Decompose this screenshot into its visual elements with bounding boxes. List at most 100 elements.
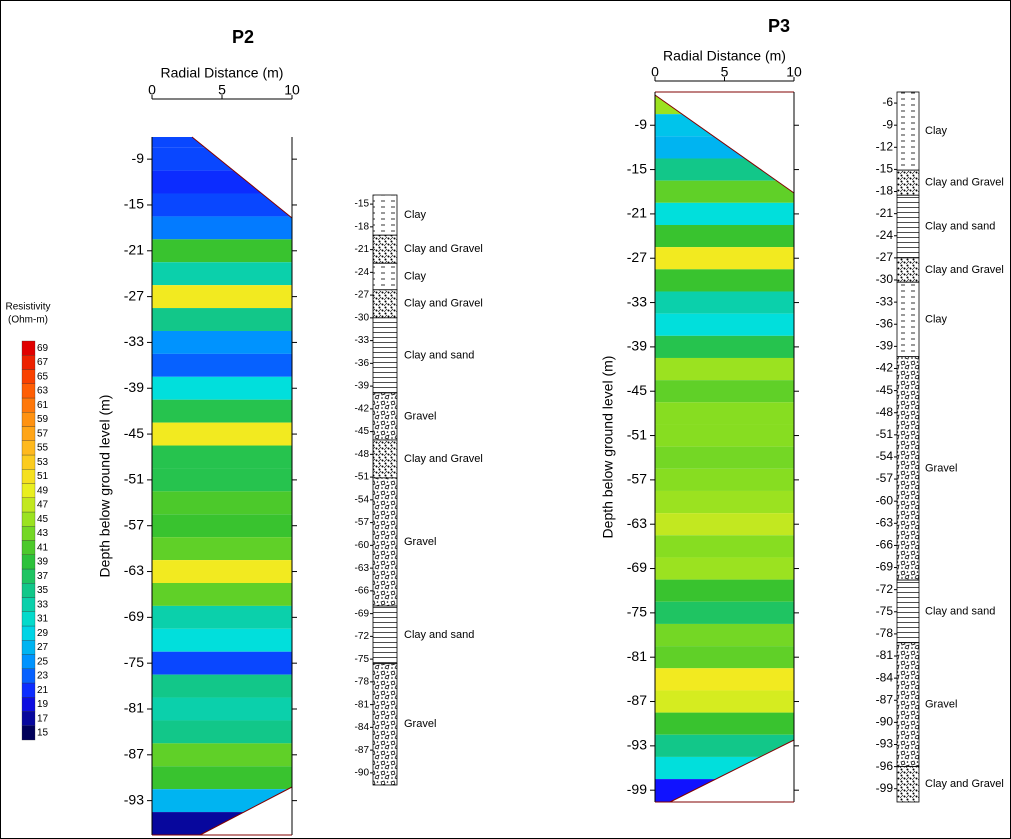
y-tick-label: -21 — [124, 241, 144, 257]
y-tick-label: -27 — [627, 249, 647, 265]
colorbar-label: 21 — [37, 685, 49, 696]
litho-label: Clay and Gravel — [404, 298, 483, 310]
colorbar-label: 17 — [37, 713, 49, 724]
y-tick-label: -63 — [124, 562, 144, 578]
resistivity-band — [655, 95, 794, 115]
resistivity-band — [655, 646, 794, 669]
resistivity-band — [655, 579, 794, 602]
colorbar-swatch — [21, 511, 36, 527]
litho-tick-label: -18 — [876, 184, 894, 198]
colorbar-swatch — [21, 640, 36, 655]
resistivity-band — [655, 291, 794, 314]
litho-tick-label: -66 — [876, 538, 894, 552]
boundary-line — [654, 94, 795, 194]
litho-label: Clay — [404, 270, 427, 282]
x-axis-label: Radial Distance (m) — [161, 65, 284, 81]
resistivity-band — [655, 446, 794, 469]
resistivity-band — [655, 158, 794, 181]
colorbar-swatch — [21, 497, 36, 513]
colorbar-label: 47 — [37, 500, 49, 511]
y-tick-label: -81 — [124, 700, 144, 716]
litho-layer — [896, 356, 920, 581]
resistivity-band — [655, 402, 794, 425]
litho-tick-label: -63 — [355, 563, 370, 574]
litho-tick-label: -90 — [876, 715, 894, 729]
colorbar-swatch — [21, 355, 36, 370]
y-tick-label: -33 — [124, 333, 144, 349]
resistivity-band — [655, 712, 794, 735]
colorbar-swatch — [21, 397, 36, 413]
colorbar-swatch — [21, 369, 36, 384]
litho-label: Gravel — [925, 462, 957, 474]
x-tick-label: 5 — [721, 64, 729, 80]
colorbar-label: 45 — [37, 514, 49, 525]
litho-label: Clay and sand — [404, 349, 474, 361]
litho-tick-label: -30 — [876, 272, 894, 286]
resistivity-band — [655, 224, 794, 248]
resistivity-band — [655, 424, 794, 447]
resistivity-band — [152, 789, 292, 813]
y-tick-label: -93 — [124, 791, 144, 807]
litho-tick-label: -45 — [355, 426, 370, 437]
x-tick-label: 0 — [148, 82, 156, 98]
resistivity-band — [655, 247, 794, 270]
resistivity-band — [152, 308, 292, 331]
y-tick-label: -87 — [627, 692, 647, 708]
litho-tick-label: -48 — [876, 405, 894, 419]
colorbar-swatch — [21, 654, 36, 669]
colorbar-label: 41 — [37, 542, 49, 553]
resistivity-band — [655, 623, 794, 647]
y-tick-label: -15 — [627, 160, 647, 176]
litho-tick-label: -87 — [355, 745, 370, 756]
colorbar-label: 29 — [37, 628, 49, 639]
colorbar-label: 27 — [37, 642, 49, 653]
resistivity-band — [655, 114, 794, 137]
resistivity-band — [152, 605, 292, 629]
litho-tick-label: -9 — [882, 117, 893, 131]
y-tick-label: -45 — [627, 382, 647, 398]
litho-tick-label: -60 — [355, 540, 370, 551]
resistivity-band — [152, 285, 292, 309]
litho-tick-label: -42 — [876, 361, 894, 375]
boundary-line — [669, 739, 795, 803]
colorbar-label: 33 — [37, 599, 49, 610]
litho-tick-label: -39 — [876, 339, 894, 353]
colorbar-unit: (Ohm-m) — [8, 315, 48, 326]
litho-label: Clay and Gravel — [404, 243, 483, 255]
y-axis-label: Depth below ground level (m) — [97, 395, 113, 578]
litho-label: Clay and Gravel — [404, 453, 483, 465]
x-tick-label: 0 — [651, 64, 659, 80]
litho-layer — [372, 194, 398, 236]
colorbar-label: 61 — [37, 400, 49, 411]
colorbar-label: 19 — [37, 699, 49, 710]
colorbar-swatch — [21, 469, 36, 484]
litho-tick-label: -27 — [876, 250, 894, 264]
resistivity-band — [152, 697, 292, 721]
litho-tick-label: -15 — [355, 199, 370, 210]
litho-tick-label: -78 — [876, 626, 894, 640]
resistivity-band — [655, 380, 794, 403]
resistivity-band — [655, 734, 794, 757]
boundary-line — [199, 786, 293, 836]
litho-layer — [372, 439, 398, 479]
y-tick-label: -21 — [627, 205, 647, 221]
colorbar-swatch — [21, 668, 36, 684]
y-tick-label: -63 — [627, 515, 647, 531]
colorbar-label: 53 — [37, 457, 49, 468]
resistivity-band — [152, 628, 292, 652]
litho-tick-label: -84 — [876, 670, 894, 684]
resistivity-band — [152, 537, 292, 561]
resistivity-band — [655, 180, 794, 203]
resistivity-band — [655, 202, 794, 225]
litho-tick-label: -81 — [355, 699, 370, 710]
y-tick-label: -81 — [627, 648, 647, 664]
litho-tick-label: -27 — [355, 290, 370, 301]
resistivity-band — [152, 720, 292, 744]
litho-layer — [372, 663, 398, 786]
x-axis-label: Radial Distance (m) — [663, 48, 786, 64]
resistivity-band — [655, 690, 794, 713]
colorbar-label: 31 — [37, 614, 49, 625]
colorbar-swatch — [21, 725, 36, 741]
colorbar-swatch — [21, 682, 36, 698]
resistivity-band — [655, 313, 794, 336]
